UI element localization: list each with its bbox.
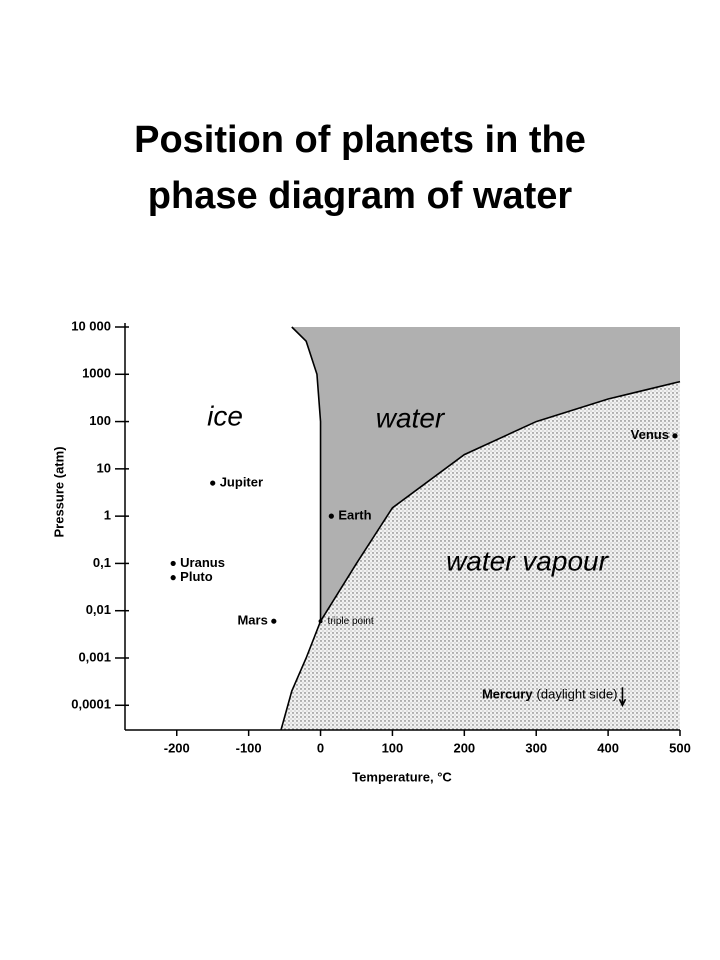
x-tick-label: -100	[236, 740, 262, 755]
planet-point	[328, 513, 334, 519]
point-label: Pluto	[180, 569, 213, 584]
point-label: Venus	[631, 427, 669, 442]
regions	[281, 327, 680, 730]
region-label: water	[376, 402, 446, 433]
point-label: Mercury (daylight side)	[482, 687, 618, 702]
planet-point	[672, 433, 678, 439]
x-tick-label: 400	[597, 740, 619, 755]
point-note: (daylight side)	[537, 687, 618, 702]
point-label: triple point	[328, 616, 374, 627]
vapour-region	[281, 381, 680, 730]
point-label: Mars	[237, 613, 267, 628]
planet-point	[170, 560, 176, 567]
x-axis-title: Temperature, °C	[352, 769, 452, 784]
x-tick-label: -200	[164, 740, 190, 755]
arrow-marker	[618, 687, 627, 708]
x-tick-label: 500	[669, 740, 691, 755]
x-tick-label: 0	[317, 740, 324, 755]
planet-point	[210, 480, 216, 486]
planet-point	[271, 618, 277, 624]
y-tick-label: 10 000	[71, 318, 111, 333]
y-tick-label: 0,1	[93, 555, 111, 570]
x-tick-label: 100	[382, 740, 404, 755]
y-tick-label: 0,001	[78, 649, 111, 664]
planet-point	[170, 575, 176, 581]
point-label: Earth	[338, 508, 371, 523]
chart-title: Position of planets in the phase diagram…	[134, 119, 586, 217]
region-label: ice	[207, 400, 243, 431]
planet-point	[318, 619, 323, 624]
y-tick-label: 10	[97, 460, 111, 475]
y-tick-label: 0,01	[86, 602, 111, 617]
y-tick-label: 1000	[82, 366, 111, 381]
region-label: water vapour	[446, 545, 610, 576]
x-tick-label: 200	[453, 740, 475, 755]
y-tick-label: 100	[89, 413, 111, 428]
y-tick-label: 0,0001	[71, 697, 111, 712]
point-name: Mercury	[482, 687, 533, 702]
phase-boundary	[319, 380, 681, 622]
point-label: Jupiter	[220, 475, 263, 490]
phase-boundary	[291, 326, 322, 622]
y-tick-label: 1	[104, 508, 111, 523]
y-axis-title: Pressure (atm)	[51, 446, 66, 537]
phase-boundary	[280, 620, 322, 731]
x-tick-label: 300	[525, 740, 547, 755]
point-label: Uranus	[180, 555, 225, 570]
water-region	[291, 327, 680, 622]
